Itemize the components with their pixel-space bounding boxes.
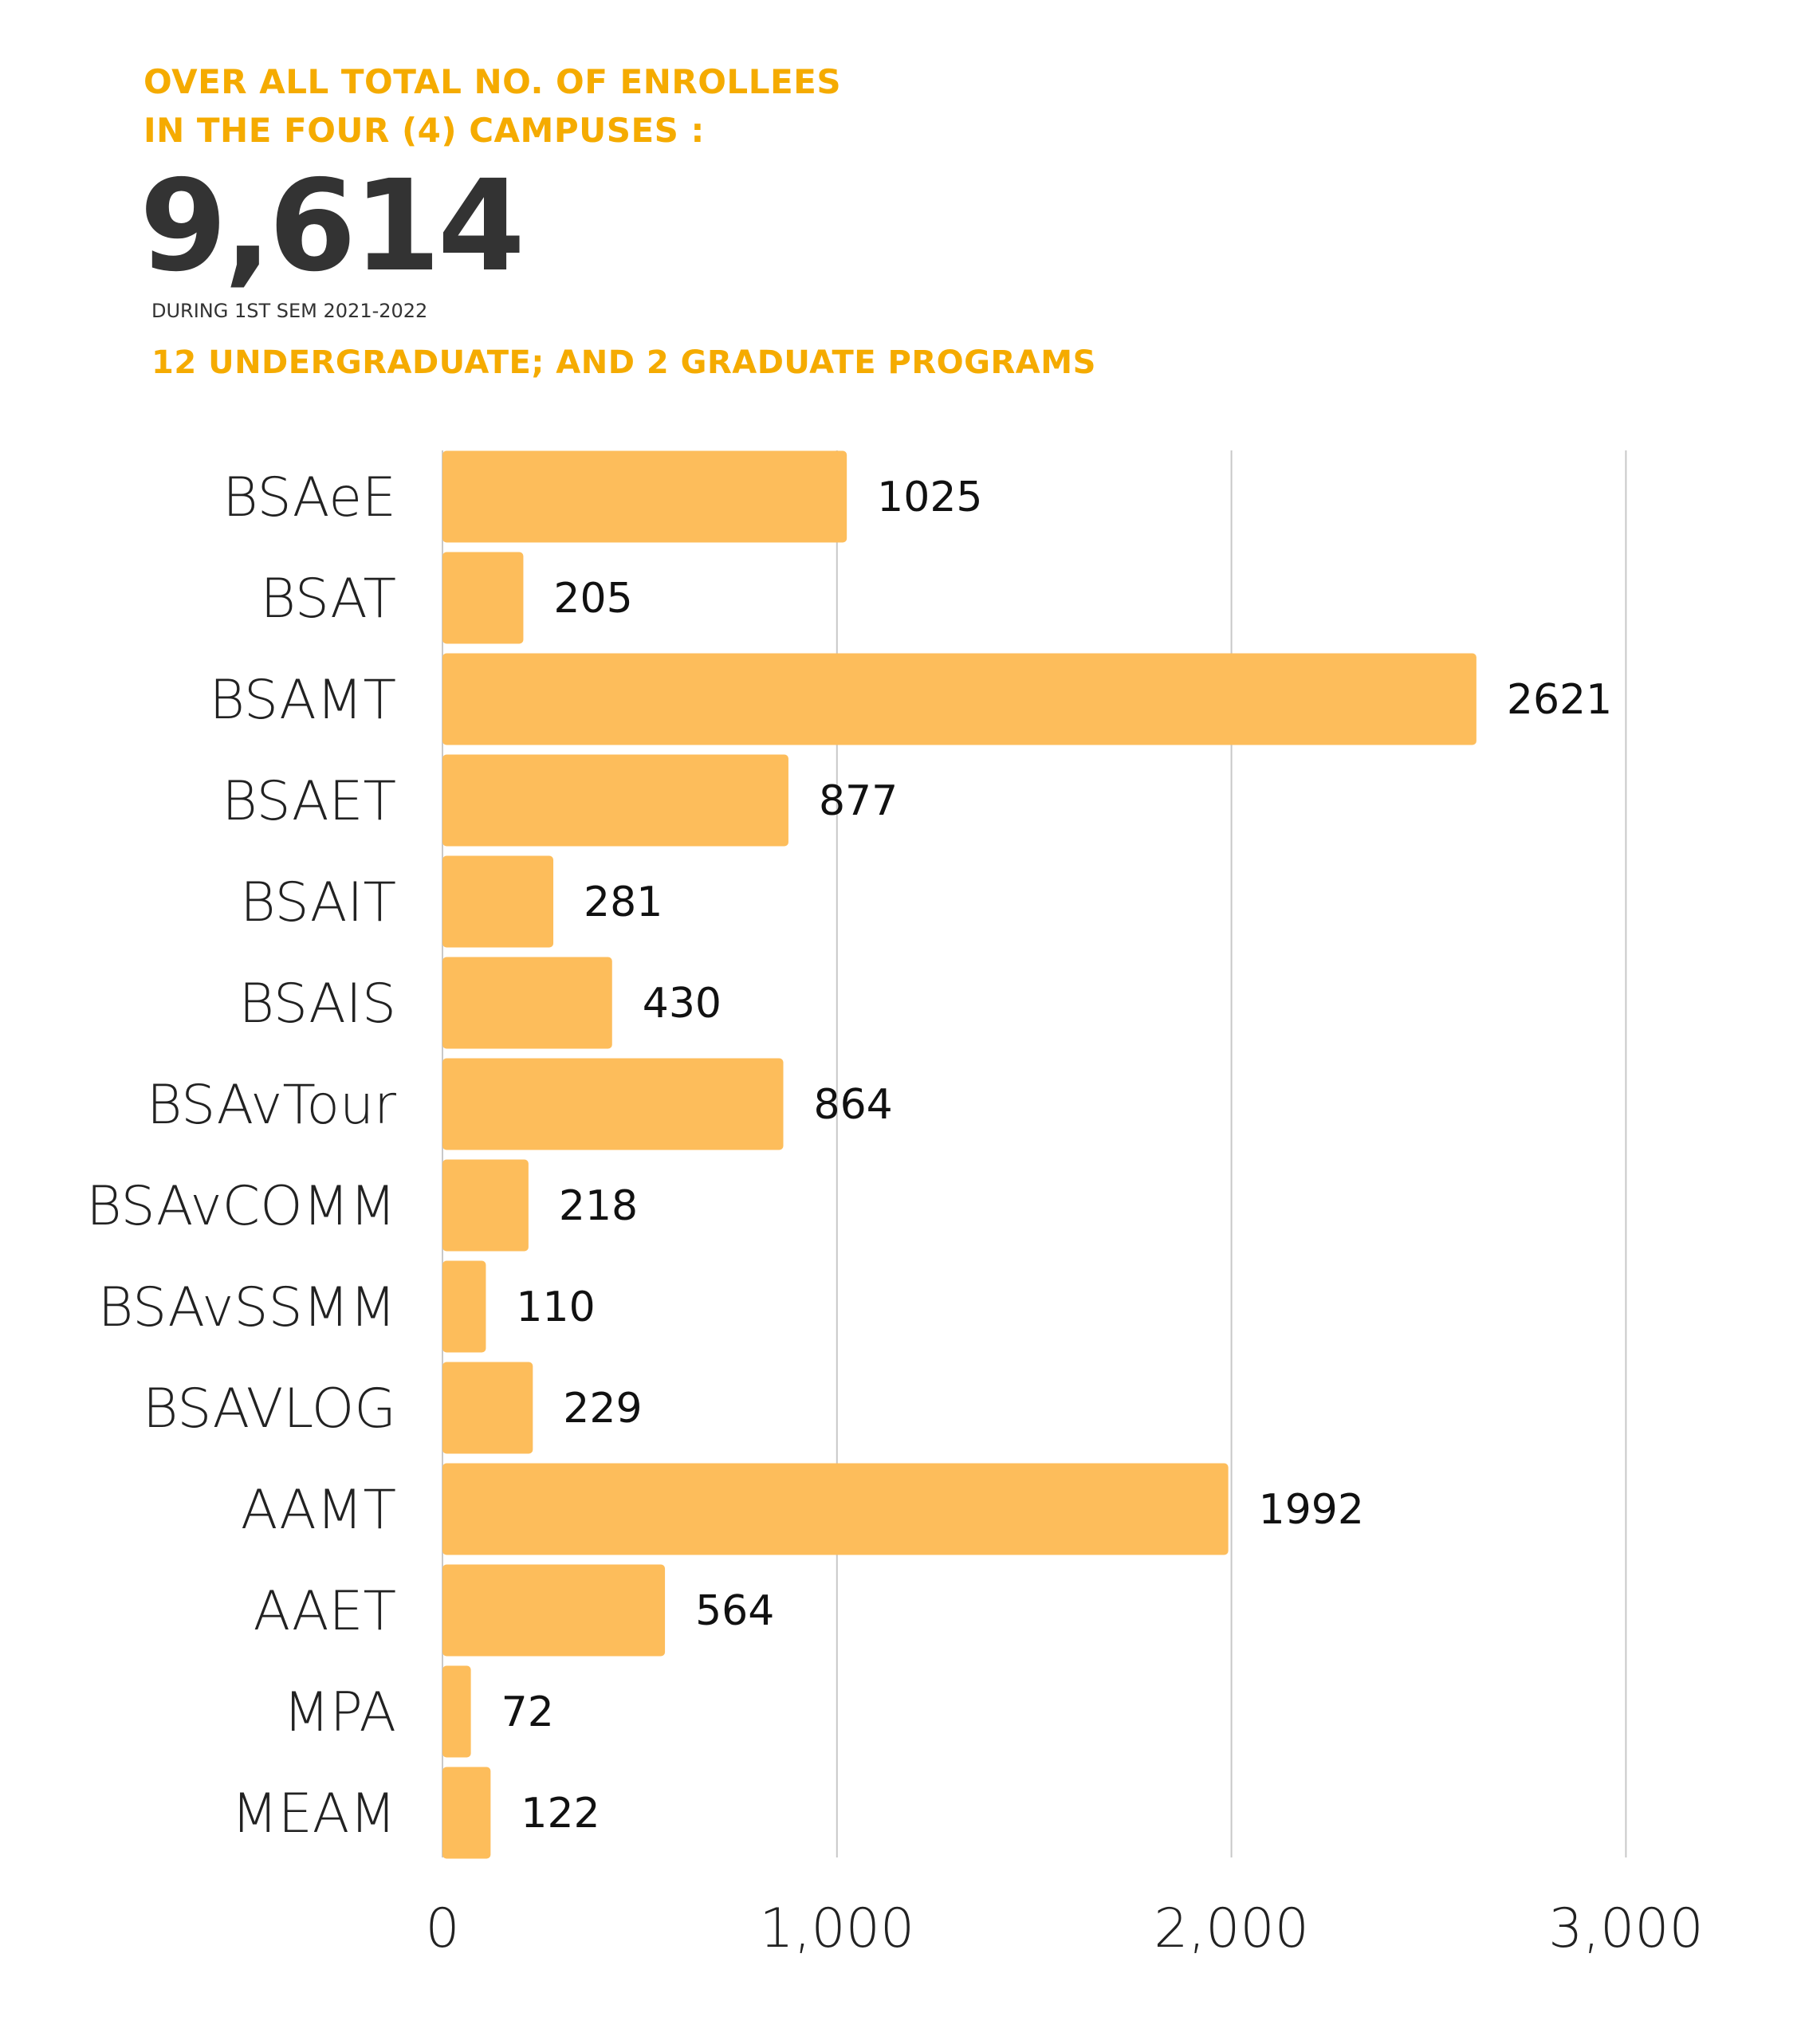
data-label: 229 — [563, 1385, 642, 1433]
category-label: AAET — [254, 1580, 396, 1643]
bar-bsamt — [442, 653, 1477, 745]
category-label: BSAET — [222, 770, 396, 833]
bar-mpa — [442, 1665, 471, 1758]
category-label: BSAvSSMM — [98, 1276, 396, 1339]
bar-bsaet — [442, 754, 788, 847]
bar-bsavtour — [442, 1058, 784, 1150]
category-label: BSAIT — [240, 871, 396, 934]
x-tick-label: 2,000 — [1154, 1897, 1309, 1960]
data-label: 864 — [814, 1081, 893, 1129]
data-label: 877 — [819, 777, 898, 825]
data-label: 564 — [695, 1587, 774, 1635]
data-label: 205 — [553, 575, 632, 623]
programs-label: 12 UNDERGRADUATE; AND 2 GRADUATE PROGRAM… — [151, 344, 1096, 381]
data-label: 1992 — [1259, 1486, 1364, 1534]
category-label: BSAVLOG — [143, 1378, 396, 1441]
bar-bsais — [442, 957, 612, 1049]
bar-bsavssmm — [442, 1260, 486, 1353]
x-tick-label: 1,000 — [759, 1897, 914, 1960]
category-label: BSAeE — [222, 466, 396, 529]
data-label: 281 — [584, 879, 663, 926]
bar-bsait — [442, 855, 554, 948]
bar-meam — [442, 1767, 491, 1859]
data-label: 72 — [501, 1688, 554, 1736]
category-label: MEAM — [231, 1783, 396, 1845]
headline-line-1: OVER ALL TOTAL NO. OF ENROLLEES — [144, 62, 842, 101]
data-label: 122 — [521, 1790, 600, 1838]
category-label: BSAvCOMM — [86, 1175, 396, 1238]
x-tick-label: 3,000 — [1548, 1897, 1704, 1960]
category-label: BSAMT — [210, 669, 396, 732]
bar-bsat — [442, 552, 524, 644]
category-labels: BSAeE BSAT BSAMT BSAET BSAIT BSAIS BSAvTour BSA… — [86, 466, 396, 1845]
x-axis-tick-labels: 0 1,000 2,000 3,000 — [425, 1897, 1703, 1960]
data-label: 110 — [516, 1283, 595, 1331]
category-label: BSAvTour — [147, 1074, 396, 1137]
data-label: 430 — [643, 980, 722, 1028]
data-label: 1025 — [877, 474, 982, 521]
category-label: AAMT — [241, 1479, 396, 1542]
period-label: DURING 1ST SEM 2021-2022 — [151, 300, 428, 322]
bars — [442, 450, 1477, 1859]
category-label: MPA — [283, 1681, 396, 1744]
data-label: 2621 — [1507, 676, 1612, 724]
bar-bsavlog — [442, 1362, 533, 1454]
data-labels: 1025 205 2621 877 281 430 864 218 110 229 1992 564 7… — [501, 474, 1613, 1838]
bar-bsavcomm — [442, 1159, 529, 1252]
bar-aamt — [442, 1463, 1229, 1555]
headline-line-2: IN THE FOUR (4) CAMPUSES : — [144, 111, 705, 150]
bar-bsaee — [442, 450, 847, 543]
total-enrollees: 9,614 — [140, 153, 525, 300]
x-tick-label: 0 — [425, 1897, 459, 1960]
bar-aaet — [442, 1564, 666, 1657]
data-label: 218 — [559, 1182, 638, 1230]
category-label: BSAT — [260, 568, 396, 631]
category-label: BSAIS — [239, 973, 397, 1036]
